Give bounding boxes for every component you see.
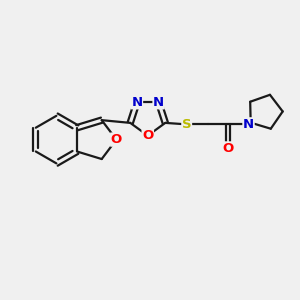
Text: O: O [111,133,122,146]
Text: N: N [153,96,164,109]
Text: N: N [131,96,142,109]
Text: O: O [223,142,234,155]
Text: O: O [142,129,153,142]
Text: S: S [182,118,191,131]
Text: N: N [243,118,254,131]
